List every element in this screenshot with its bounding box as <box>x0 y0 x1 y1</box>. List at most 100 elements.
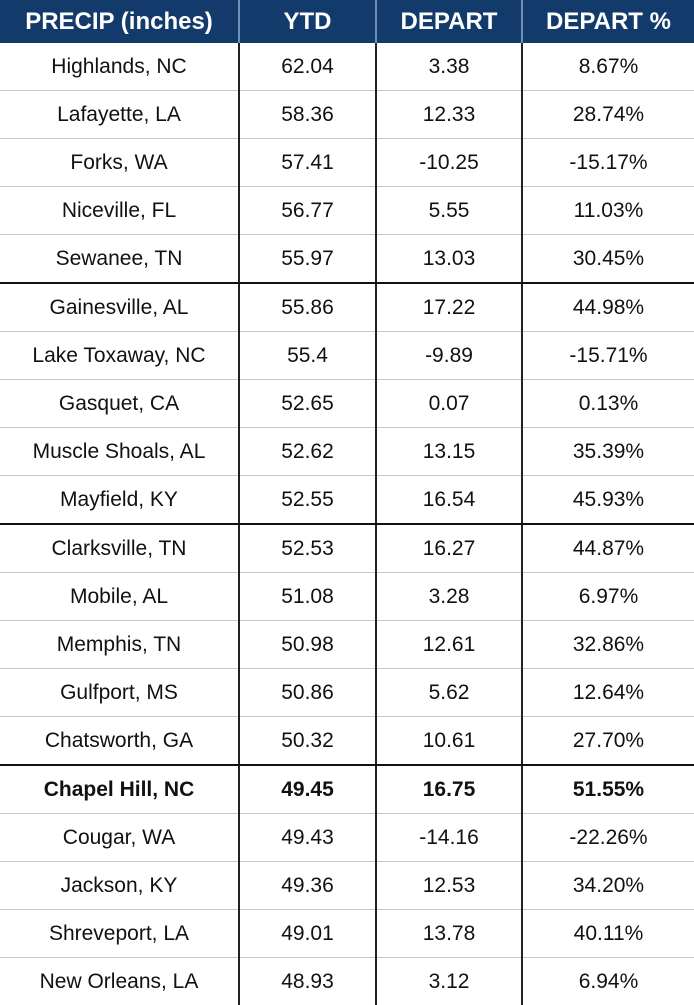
cell-ytd: 55.4 <box>239 332 376 380</box>
cell-city: Mobile, AL <box>0 573 239 621</box>
table-row: Jackson, KY 49.36 12.53 34.20% <box>0 862 694 910</box>
cell-depart: 5.55 <box>376 187 522 235</box>
cell-city: Gulfport, MS <box>0 669 239 717</box>
cell-depart: -9.89 <box>376 332 522 380</box>
cell-city: Highlands, NC <box>0 43 239 91</box>
cell-city: Chatsworth, GA <box>0 717 239 766</box>
cell-city: Gainesville, AL <box>0 283 239 332</box>
header-precip: PRECIP (inches) <box>0 0 239 43</box>
cell-city: Shreveport, LA <box>0 910 239 958</box>
cell-ytd: 62.04 <box>239 43 376 91</box>
cell-depart: 12.61 <box>376 621 522 669</box>
cell-depart: 13.78 <box>376 910 522 958</box>
cell-ytd: 52.53 <box>239 524 376 573</box>
table-row: Highlands, NC 62.04 3.38 8.67% <box>0 43 694 91</box>
cell-depart-pct: 32.86% <box>522 621 694 669</box>
header-row: PRECIP (inches) YTD DEPART DEPART % <box>0 0 694 43</box>
cell-depart-pct: -15.17% <box>522 139 694 187</box>
cell-depart-pct: 44.98% <box>522 283 694 332</box>
header-depart-pct: DEPART % <box>522 0 694 43</box>
cell-depart-pct: 40.11% <box>522 910 694 958</box>
cell-depart: 16.54 <box>376 476 522 525</box>
table-row: Memphis, TN 50.98 12.61 32.86% <box>0 621 694 669</box>
cell-city: Niceville, FL <box>0 187 239 235</box>
cell-city: Chapel Hill, NC <box>0 765 239 814</box>
cell-ytd: 51.08 <box>239 573 376 621</box>
cell-depart-pct: 11.03% <box>522 187 694 235</box>
cell-depart: 12.33 <box>376 91 522 139</box>
cell-ytd: 50.98 <box>239 621 376 669</box>
cell-depart: 13.03 <box>376 235 522 284</box>
table-row: Muscle Shoals, AL 52.62 13.15 35.39% <box>0 428 694 476</box>
cell-ytd: 55.97 <box>239 235 376 284</box>
cell-depart: -14.16 <box>376 814 522 862</box>
table-row: Lafayette, LA 58.36 12.33 28.74% <box>0 91 694 139</box>
cell-depart: 5.62 <box>376 669 522 717</box>
cell-city: Jackson, KY <box>0 862 239 910</box>
cell-depart-pct: 6.97% <box>522 573 694 621</box>
header-ytd: YTD <box>239 0 376 43</box>
cell-depart: 3.28 <box>376 573 522 621</box>
cell-ytd: 49.01 <box>239 910 376 958</box>
cell-ytd: 49.36 <box>239 862 376 910</box>
cell-depart: 17.22 <box>376 283 522 332</box>
cell-city: Sewanee, TN <box>0 235 239 284</box>
cell-city: Cougar, WA <box>0 814 239 862</box>
cell-depart-pct: 34.20% <box>522 862 694 910</box>
cell-depart-pct: 30.45% <box>522 235 694 284</box>
table-row: Gasquet, CA 52.65 0.07 0.13% <box>0 380 694 428</box>
cell-city: Mayfield, KY <box>0 476 239 525</box>
cell-ytd: 52.65 <box>239 380 376 428</box>
header-depart: DEPART <box>376 0 522 43</box>
cell-depart-pct: -22.26% <box>522 814 694 862</box>
cell-depart-pct: 35.39% <box>522 428 694 476</box>
table-row: Mayfield, KY 52.55 16.54 45.93% <box>0 476 694 525</box>
cell-ytd: 55.86 <box>239 283 376 332</box>
table-row: Gulfport, MS 50.86 5.62 12.64% <box>0 669 694 717</box>
table-row: New Orleans, LA 48.93 3.12 6.94% <box>0 958 694 1005</box>
cell-city: Lake Toxaway, NC <box>0 332 239 380</box>
table-row: Mobile, AL 51.08 3.28 6.97% <box>0 573 694 621</box>
cell-ytd: 57.41 <box>239 139 376 187</box>
cell-ytd: 52.62 <box>239 428 376 476</box>
cell-depart-pct: -15.71% <box>522 332 694 380</box>
cell-city: Gasquet, CA <box>0 380 239 428</box>
cell-ytd: 49.45 <box>239 765 376 814</box>
cell-depart-pct: 0.13% <box>522 380 694 428</box>
cell-city: Muscle Shoals, AL <box>0 428 239 476</box>
cell-depart: -10.25 <box>376 139 522 187</box>
cell-depart-pct: 45.93% <box>522 476 694 525</box>
cell-depart: 16.27 <box>376 524 522 573</box>
table-row: Forks, WA 57.41 -10.25 -15.17% <box>0 139 694 187</box>
cell-depart: 0.07 <box>376 380 522 428</box>
table-row: Niceville, FL 56.77 5.55 11.03% <box>0 187 694 235</box>
table-row: Chatsworth, GA 50.32 10.61 27.70% <box>0 717 694 766</box>
table-row: Sewanee, TN 55.97 13.03 30.45% <box>0 235 694 284</box>
table-row: Lake Toxaway, NC 55.4 -9.89 -15.71% <box>0 332 694 380</box>
table-row: Gainesville, AL 55.86 17.22 44.98% <box>0 283 694 332</box>
cell-depart-pct: 44.87% <box>522 524 694 573</box>
cell-ytd: 58.36 <box>239 91 376 139</box>
cell-depart: 12.53 <box>376 862 522 910</box>
cell-depart: 16.75 <box>376 765 522 814</box>
table-header: PRECIP (inches) YTD DEPART DEPART % <box>0 0 694 43</box>
cell-city: New Orleans, LA <box>0 958 239 1005</box>
cell-city: Lafayette, LA <box>0 91 239 139</box>
cell-ytd: 50.86 <box>239 669 376 717</box>
cell-depart: 10.61 <box>376 717 522 766</box>
cell-depart: 3.12 <box>376 958 522 1005</box>
table-row-highlighted: Chapel Hill, NC 49.45 16.75 51.55% <box>0 765 694 814</box>
cell-ytd: 48.93 <box>239 958 376 1005</box>
cell-depart-pct: 12.64% <box>522 669 694 717</box>
cell-depart-pct: 8.67% <box>522 43 694 91</box>
cell-depart-pct: 6.94% <box>522 958 694 1005</box>
table-body: Highlands, NC 62.04 3.38 8.67% Lafayette… <box>0 43 694 1005</box>
cell-depart: 13.15 <box>376 428 522 476</box>
cell-ytd: 49.43 <box>239 814 376 862</box>
cell-city: Memphis, TN <box>0 621 239 669</box>
table-row: Shreveport, LA 49.01 13.78 40.11% <box>0 910 694 958</box>
table-row: Cougar, WA 49.43 -14.16 -22.26% <box>0 814 694 862</box>
cell-ytd: 56.77 <box>239 187 376 235</box>
cell-ytd: 52.55 <box>239 476 376 525</box>
